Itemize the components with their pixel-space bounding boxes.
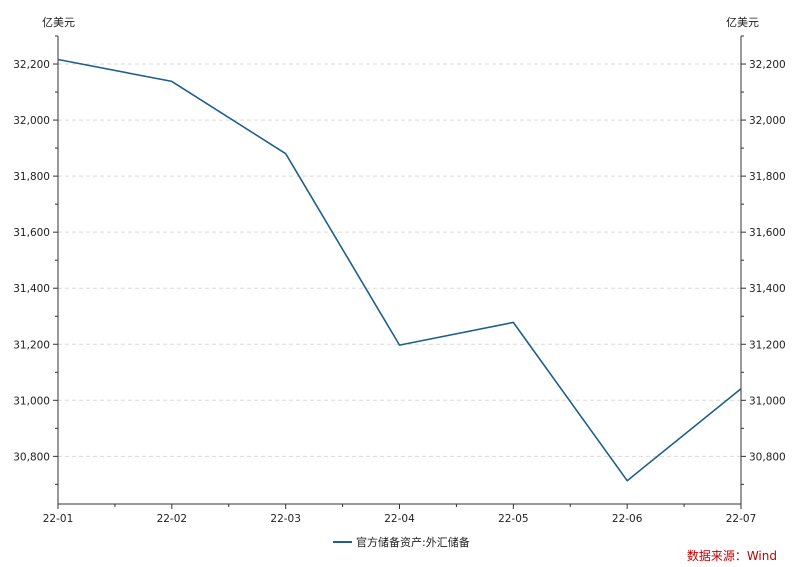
y-tick-label-right: 31,200: [749, 339, 786, 351]
y-tick-label-right: 31,800: [749, 171, 786, 183]
y-tick-label-right: 30,800: [749, 451, 786, 463]
y-tick-label-left: 30,800: [13, 451, 50, 463]
left-y-tick-labels: 30,800 31,000 31,200 31,400 31,600 31,800 32,0…: [13, 59, 50, 463]
x-tick-label: 22-06: [612, 513, 643, 525]
legend: 官方储备资产:外汇储备: [333, 535, 470, 549]
legend-label: 官方储备资产:外汇储备: [356, 535, 470, 549]
gridlines: [58, 63, 741, 457]
y-tick-label-left: 31,000: [13, 395, 50, 407]
y-tick-label-left: 31,200: [13, 339, 50, 351]
right-y-tick-labels: 30,800 31,000 31,200 31,400 31,600 31,800 32,0…: [749, 59, 786, 463]
y-tick-label-right: 32,000: [749, 115, 786, 127]
axes: [53, 35, 746, 509]
y-tick-label-left: 32,200: [13, 59, 50, 71]
x-tick-label: 22-05: [498, 513, 529, 525]
left-axis-unit-label: 亿美元: [42, 16, 75, 29]
x-tick-labels: 22-01 22-02 22-03 22-04 22-05 22-06 22-07: [43, 513, 757, 525]
y-tick-label-right: 31,400: [749, 283, 786, 295]
y-tick-label-right: 31,600: [749, 227, 786, 239]
y-tick-label-left: 31,600: [13, 227, 50, 239]
right-axis-unit-label: 亿美元: [726, 16, 759, 29]
y-tick-label-left: 31,800: [13, 171, 50, 183]
series-lines: [57, 58, 742, 482]
y-tick-label-left: 31,400: [13, 283, 50, 295]
x-tick-label: 22-03: [270, 513, 301, 525]
y-tick-label-right: 31,000: [749, 395, 786, 407]
x-tick-label: 22-04: [384, 513, 415, 525]
x-tick-label: 22-02: [157, 513, 188, 525]
series-line: [57, 58, 742, 482]
x-tick-label: 22-07: [726, 513, 757, 525]
y-tick-label-left: 32,000: [13, 115, 50, 127]
x-tick-label: 22-01: [43, 513, 74, 525]
source-note: 数据来源：Wind: [687, 548, 777, 563]
y-tick-label-right: 32,200: [749, 59, 786, 71]
